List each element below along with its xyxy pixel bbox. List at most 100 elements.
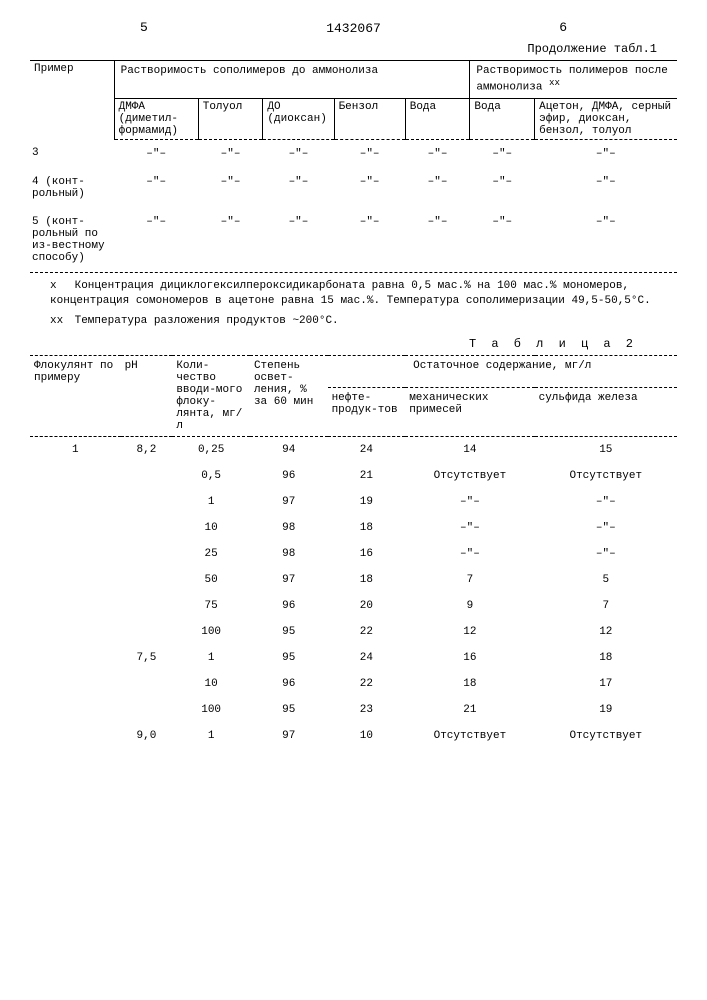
t2-cell xyxy=(121,619,173,645)
t2-cell: 10 xyxy=(172,515,250,541)
page-num-right: 6 xyxy=(559,20,567,35)
t1-r2-label: 5 (конт-рольный по из-вестному способу) xyxy=(30,208,114,272)
t2-cell xyxy=(30,671,121,697)
t2-cell: 18 xyxy=(535,645,677,671)
table-row: 5 (конт-рольный по из-вестному способу) … xyxy=(30,208,677,272)
t2-cell: 24 xyxy=(328,645,406,671)
t2-col-oil: нефте-продук-тов xyxy=(328,387,406,437)
t2-cell: 5 xyxy=(535,567,677,593)
t2-cell: Отсутствует xyxy=(405,723,534,749)
t2-cell: 14 xyxy=(405,437,534,464)
continuation-label: Продолжение табл.1 xyxy=(30,42,657,56)
t2-cell: Отсутствует xyxy=(535,463,677,489)
t2-cell xyxy=(30,463,121,489)
t2-cell: –"– xyxy=(535,489,677,515)
t1-cell: –"– xyxy=(198,208,263,272)
t2-cell: 50 xyxy=(172,567,250,593)
table-row: 1096221817 xyxy=(30,671,677,697)
table-row: 75962097 xyxy=(30,593,677,619)
footnote-x: х Концентрация дициклогексилпероксидикар… xyxy=(50,279,677,309)
t2-cell: 19 xyxy=(535,697,677,723)
t1-cell: –"– xyxy=(470,208,535,272)
t2-cell: 1 xyxy=(172,723,250,749)
t2-cell: 96 xyxy=(250,593,328,619)
footnote-xx: хх Температура разложения продуктов ~200… xyxy=(50,314,677,329)
t1-cell: –"– xyxy=(198,139,263,168)
t1-cell: –"– xyxy=(405,208,470,272)
table-1: Пример Растворимость сополимеров до аммо… xyxy=(30,60,677,272)
t1-cell: –"– xyxy=(535,139,677,168)
t1-r1-label: 4 (конт-рольный) xyxy=(30,168,114,208)
t2-cell: 100 xyxy=(172,697,250,723)
t1-cell: –"– xyxy=(263,208,334,272)
t2-cell: 98 xyxy=(250,515,328,541)
t2-cell xyxy=(30,567,121,593)
t2-cell: 97 xyxy=(250,723,328,749)
page-num-left: 5 xyxy=(140,20,148,35)
t1-r0-label: 3 xyxy=(30,139,114,168)
t2-cell: 97 xyxy=(250,567,328,593)
t2-cell: 8,2 xyxy=(121,437,173,464)
t2-cell: 25 xyxy=(172,541,250,567)
t1-col-toluol: Толуол xyxy=(198,98,263,139)
t2-cell: 7 xyxy=(405,567,534,593)
t2-cell: 95 xyxy=(250,697,328,723)
footnote-xx-text: Температура разложения продуктов ~200°С. xyxy=(75,315,339,327)
t2-col-flok: Флокулянт по примеру xyxy=(30,356,121,437)
t1-cell: –"– xyxy=(334,208,405,272)
footnote-xx-mark: хх xyxy=(50,314,68,329)
t2-cell xyxy=(30,515,121,541)
t2-cell: 21 xyxy=(328,463,406,489)
table-row: 4 (конт-рольный) –"– –"– –"– –"– –"– –"–… xyxy=(30,168,677,208)
t2-col-mech: механических примесей xyxy=(405,387,534,437)
t2-cell xyxy=(121,567,173,593)
table-row: 0,59621ОтсутствуетОтсутствует xyxy=(30,463,677,489)
t2-cell: 21 xyxy=(405,697,534,723)
table-row: 9,019710ОтсутствуетОтсутствует xyxy=(30,723,677,749)
t2-cell: 95 xyxy=(250,619,328,645)
t2-cell xyxy=(121,671,173,697)
t2-cell xyxy=(121,541,173,567)
t2-cell: 20 xyxy=(328,593,406,619)
t2-cell: –"– xyxy=(535,541,677,567)
t2-group-residual: Остаточное содержание, мг/л xyxy=(328,356,677,388)
table-row: 19719–"––"– xyxy=(30,489,677,515)
t2-cell: 16 xyxy=(328,541,406,567)
table-2-title: Т а б л и ц а 2 xyxy=(30,337,637,351)
t2-cell: 24 xyxy=(328,437,406,464)
t1-xx-mark: хх xyxy=(549,77,560,88)
t1-cell: –"– xyxy=(535,168,677,208)
t2-cell: 7,5 xyxy=(121,645,173,671)
t1-col-rest: Ацетон, ДМФА, серный эфир, диоксан, бенз… xyxy=(535,98,677,139)
t2-cell: 0,5 xyxy=(172,463,250,489)
t1-cell: –"– xyxy=(114,139,198,168)
t2-cell: 18 xyxy=(405,671,534,697)
t2-cell: 75 xyxy=(172,593,250,619)
table-row: 18,20,2594241415 xyxy=(30,437,677,464)
table-row: 10095221212 xyxy=(30,619,677,645)
t2-cell: 19 xyxy=(328,489,406,515)
t2-cell: 1 xyxy=(172,645,250,671)
t2-cell: –"– xyxy=(405,515,534,541)
t2-cell: 18 xyxy=(328,567,406,593)
t1-cell: –"– xyxy=(114,168,198,208)
t1-group-before: Растворимость сополимеров до аммонолиза xyxy=(114,61,470,99)
t2-cell: 97 xyxy=(250,489,328,515)
t2-cell: 7 xyxy=(535,593,677,619)
t2-cell xyxy=(30,489,121,515)
t1-group-after: Растворимость полимеров после аммонолиза xyxy=(476,65,667,94)
t1-cell: –"– xyxy=(470,139,535,168)
t2-cell: 1 xyxy=(172,489,250,515)
t1-col-voda2: Вода xyxy=(470,98,535,139)
t2-cell: –"– xyxy=(405,541,534,567)
t2-cell: 12 xyxy=(405,619,534,645)
footnote-x-text: Концентрация дициклогексилпероксидикарбо… xyxy=(50,280,651,307)
table-row: 3 –"– –"– –"– –"– –"– –"– –"– xyxy=(30,139,677,168)
t2-cell: 17 xyxy=(535,671,677,697)
t2-cell: 22 xyxy=(328,671,406,697)
t2-col-qty: Коли-чество вводи-мого флоку-лянта, мг/л xyxy=(172,356,250,437)
t2-cell: 23 xyxy=(328,697,406,723)
t2-cell: 94 xyxy=(250,437,328,464)
t2-cell xyxy=(121,489,173,515)
t2-cell xyxy=(121,463,173,489)
